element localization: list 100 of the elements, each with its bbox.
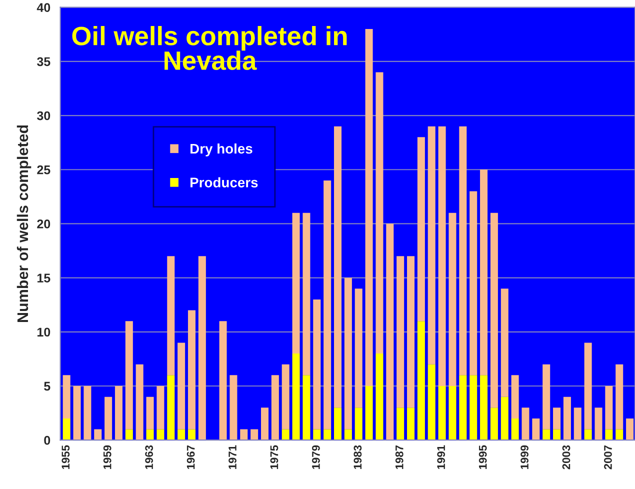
y-tick-label: 35	[36, 57, 50, 66]
bar	[365, 386, 373, 440]
bar	[522, 408, 530, 440]
bar	[136, 364, 144, 440]
bar	[396, 408, 404, 440]
bar	[542, 364, 550, 430]
bar	[167, 375, 175, 440]
bar	[490, 408, 498, 440]
y-tick-label: 0	[44, 436, 50, 445]
bar	[448, 212, 456, 386]
bar	[428, 364, 436, 440]
bar	[438, 386, 446, 440]
y-tick-label: 25	[37, 165, 50, 174]
bar	[428, 126, 436, 364]
bar	[178, 342, 186, 430]
bar	[365, 28, 373, 386]
bar	[584, 342, 592, 430]
bar	[313, 299, 321, 430]
bar	[84, 386, 92, 440]
x-tick-label: 2007	[604, 445, 612, 470]
bar	[125, 429, 133, 440]
bar	[438, 126, 446, 386]
y-axis-title: Number of wells completed	[16, 125, 32, 322]
legend-label: Producers	[190, 177, 258, 188]
bar	[114, 386, 122, 440]
bar	[407, 256, 415, 408]
bar	[146, 396, 154, 430]
bar	[178, 429, 186, 440]
x-tick-label: 1955	[62, 445, 70, 469]
bar	[480, 170, 488, 376]
bar	[354, 408, 362, 440]
bar	[104, 396, 112, 440]
bar	[407, 408, 415, 440]
x-tick-label: 1975	[270, 445, 278, 469]
bar	[616, 429, 624, 440]
x-tick-label: 1979	[312, 445, 320, 469]
text: Oil wells completed in Nevada	[72, 26, 347, 70]
bar	[563, 396, 571, 440]
y-tick-label: 5	[44, 382, 50, 391]
bar	[344, 278, 352, 430]
bar	[354, 288, 362, 408]
y-tick-label: 15	[37, 274, 50, 282]
bar	[292, 212, 300, 354]
bar	[344, 429, 352, 440]
bar	[250, 429, 258, 440]
bar	[230, 375, 238, 440]
bar	[553, 429, 561, 440]
bar	[94, 429, 102, 440]
x-tick-label: 1995	[478, 445, 487, 469]
bar	[605, 386, 613, 430]
bar	[146, 429, 154, 440]
bar	[605, 429, 613, 440]
bar	[459, 375, 467, 440]
bar	[240, 429, 248, 440]
x-tick-label: 1963	[145, 445, 154, 469]
legend-label: Dry holes	[190, 143, 252, 156]
bar	[490, 212, 498, 408]
x-tick-label: 1971	[228, 445, 236, 469]
y-tick-label: 40	[36, 3, 50, 12]
bar	[62, 418, 70, 440]
bar	[282, 364, 290, 430]
bar	[271, 375, 279, 440]
x-tick-label: 1987	[395, 445, 404, 469]
bar	[292, 354, 300, 440]
bar	[302, 375, 310, 440]
bar	[459, 126, 467, 376]
bar	[188, 429, 196, 440]
bar	[282, 429, 290, 440]
bar	[376, 72, 384, 354]
x-tick-label: 2003	[562, 445, 570, 470]
bar	[626, 418, 634, 440]
bar	[594, 408, 602, 440]
bar	[480, 375, 488, 440]
bar	[511, 418, 519, 440]
bar	[167, 256, 175, 376]
bar	[470, 191, 478, 376]
bar	[324, 429, 332, 440]
bar	[73, 386, 81, 440]
bar	[574, 408, 582, 440]
bar	[62, 375, 70, 418]
x-tick-label: 1959	[103, 445, 112, 469]
x-tick-label: 1983	[354, 445, 362, 469]
bar	[417, 137, 425, 322]
bar	[260, 408, 268, 440]
bar	[334, 408, 342, 440]
bar	[156, 429, 164, 440]
bar	[511, 375, 519, 418]
bar	[188, 310, 196, 430]
bar	[376, 354, 384, 440]
bar	[334, 126, 342, 408]
bar	[396, 256, 404, 408]
bar	[553, 408, 561, 430]
bar	[125, 321, 133, 430]
x-tick-label: 1991	[437, 445, 446, 469]
bar	[198, 256, 206, 440]
bar	[313, 429, 321, 440]
bar	[532, 418, 540, 440]
bar	[324, 180, 332, 430]
bar	[584, 429, 592, 440]
bar	[448, 386, 456, 440]
